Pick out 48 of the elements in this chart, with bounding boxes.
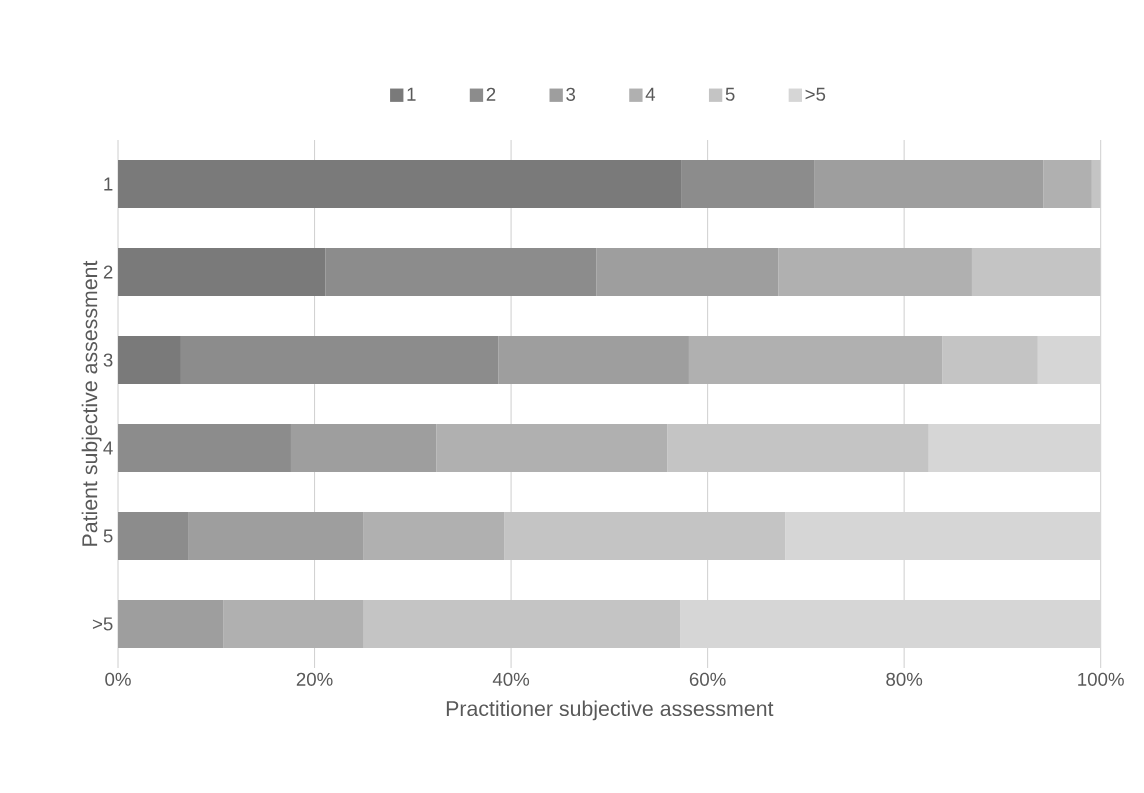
- legend-label: >5: [805, 87, 826, 101]
- bar: [778, 247, 972, 296]
- bar: [928, 423, 1101, 472]
- bar: [363, 599, 681, 648]
- y-tick-label: 3: [103, 353, 113, 367]
- bar: [118, 159, 682, 208]
- x-tick-label: 100%: [1078, 672, 1124, 686]
- bar: [942, 335, 1038, 384]
- bar: [498, 335, 689, 384]
- bar: [504, 511, 786, 560]
- legend-label: 3: [566, 87, 576, 101]
- bar: [118, 423, 291, 472]
- bar: [1043, 159, 1092, 208]
- y-tick-label: >5: [92, 617, 113, 631]
- legend-label: 5: [725, 87, 735, 101]
- bar: [188, 511, 364, 560]
- bar: [667, 423, 929, 472]
- bar: [118, 511, 189, 560]
- bar: [1037, 335, 1101, 384]
- bar: [363, 511, 505, 560]
- x-axis-title: Practitioner subjective assessment: [446, 700, 774, 721]
- bar: [118, 247, 326, 296]
- bar: [688, 335, 943, 384]
- bar: [180, 335, 499, 384]
- bar: [325, 247, 597, 296]
- bar: [971, 247, 1101, 296]
- x-tick-label: 80%: [886, 672, 923, 686]
- y-tick-label: 2: [103, 265, 113, 279]
- y-tick-label: 5: [103, 529, 113, 543]
- x-tick-label: 40%: [492, 672, 530, 686]
- bar: [436, 423, 668, 472]
- legend-label: 4: [645, 87, 656, 101]
- x-tick-label: 20%: [296, 672, 333, 686]
- y-tick-label: 4: [103, 441, 113, 455]
- x-tick-label: 60%: [689, 672, 726, 686]
- bar: [814, 159, 1044, 208]
- legend-label: 2: [486, 87, 496, 101]
- bar: [290, 423, 437, 472]
- y-axis-title: Patient subjective assessment: [81, 260, 102, 546]
- y-tick-label: 1: [104, 177, 113, 191]
- bar: [223, 599, 364, 648]
- x-tick-label: 0%: [105, 672, 131, 686]
- bar: [118, 335, 181, 384]
- bar: [681, 159, 815, 208]
- bar: [1091, 159, 1101, 208]
- bar: [596, 247, 779, 296]
- bar: [118, 599, 224, 648]
- legend-label: 1: [407, 87, 416, 101]
